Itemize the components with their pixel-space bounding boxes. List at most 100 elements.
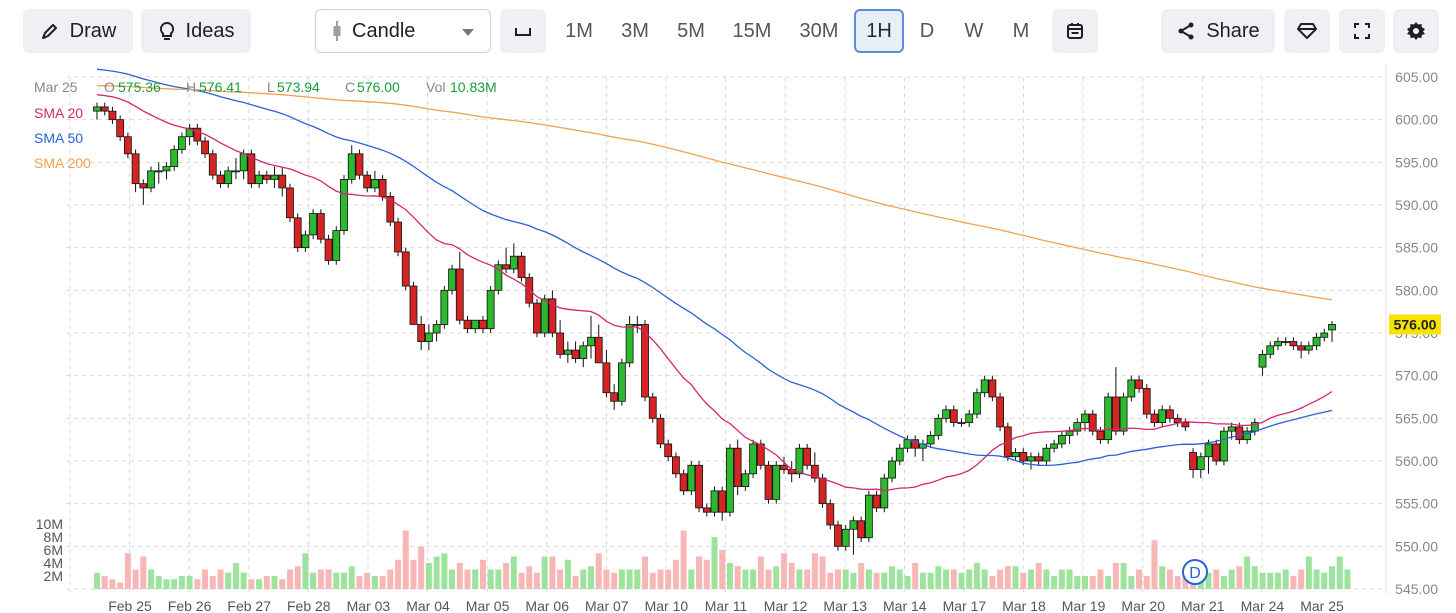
candle-body: [672, 456, 680, 475]
chart-type-dropdown[interactable]: Candle: [315, 9, 491, 53]
date-tick-label: Mar 03: [347, 598, 391, 613]
legend-vol-key: Vol: [426, 79, 445, 95]
lightbulb-icon: [158, 21, 176, 41]
share-button[interactable]: Share: [1161, 9, 1275, 53]
candle: [710, 486, 719, 517]
volume-bar: [765, 569, 772, 589]
volume-bar: [402, 530, 409, 589]
timeframe-1m[interactable]: 1M: [565, 19, 593, 42]
candle-body: [340, 179, 348, 232]
volume-bar: [1082, 576, 1088, 589]
volume-bar: [1035, 563, 1042, 589]
candle: [116, 115, 125, 141]
candle-body: [517, 255, 526, 278]
fullscreen-button[interactable]: [1339, 9, 1385, 53]
candle: [1027, 452, 1035, 470]
volume-bar: [912, 563, 919, 589]
timeframe-w[interactable]: W: [964, 19, 984, 42]
volume-bar: [1120, 563, 1127, 589]
volume-bar: [209, 576, 216, 589]
candle: [988, 375, 997, 402]
candle: [1050, 439, 1059, 453]
volume-bar: [1058, 569, 1065, 589]
candle-body: [108, 110, 117, 121]
volume-bar: [1174, 576, 1181, 589]
candle: [340, 175, 348, 235]
ideas-button[interactable]: Ideas: [141, 9, 251, 53]
candle-body: [193, 127, 202, 142]
candle-body: [826, 503, 835, 526]
timeframe-15m[interactable]: 15M: [732, 19, 772, 42]
candle: [942, 405, 950, 423]
candle-body: [1050, 443, 1059, 449]
volume-bar: [958, 572, 965, 589]
candle-body: [1212, 443, 1221, 462]
candle-body: [949, 409, 958, 423]
candle-body: [432, 324, 441, 334]
candle: [486, 286, 495, 333]
volume-bar: [117, 582, 124, 589]
volume-bar: [642, 556, 649, 589]
chart-canvas[interactable]: 605.00 600.00 595.00 590.00 585.00 580.00 575.…: [0, 64, 1456, 613]
volume-bar: [634, 569, 641, 589]
draw-button[interactable]: Draw: [23, 9, 133, 53]
settings-button[interactable]: [1393, 9, 1439, 53]
date-tick-label: Mar 10: [645, 598, 689, 613]
candle: [880, 473, 889, 513]
volume-bar: [973, 563, 980, 589]
volume-bar: [981, 569, 988, 589]
candle-icon: [332, 20, 342, 42]
volume-bar: [1244, 556, 1251, 589]
candle-body: [780, 464, 788, 470]
volume-bar: [1097, 569, 1104, 589]
price-tick-label: 605.00: [1395, 69, 1438, 85]
candle-body: [239, 153, 248, 172]
timeframe-m[interactable]: M: [1012, 19, 1030, 42]
timeframe-5m[interactable]: 5M: [677, 19, 705, 42]
date-range-button[interactable]: [500, 9, 546, 53]
candle: [278, 166, 287, 197]
volume-bar: [950, 569, 957, 589]
premium-button[interactable]: [1284, 9, 1330, 53]
candle: [355, 149, 364, 180]
candle: [301, 230, 310, 252]
volume-bar: [518, 572, 525, 589]
price-axis: 605.00600.00595.00590.00585.00580.00575.…: [1395, 69, 1438, 597]
volume-bar: [1128, 576, 1135, 589]
volume-bar: [109, 579, 116, 589]
candle-body: [401, 251, 410, 287]
dividend-marker[interactable]: D: [1182, 559, 1208, 585]
volume-bar: [788, 563, 795, 589]
candle: [502, 247, 510, 274]
timeframe-1h[interactable]: 1H: [854, 9, 904, 53]
candle-body: [942, 409, 950, 419]
timeframe-30m[interactable]: 30M: [799, 19, 839, 42]
candle-body: [540, 298, 549, 334]
candle-body: [911, 439, 920, 449]
price-chart[interactable]: 605.00 600.00 595.00 590.00 585.00 580.00 575.…: [0, 64, 1456, 613]
date-tick-label: Feb 27: [227, 598, 271, 613]
volume-bar: [441, 553, 448, 589]
volume-bar: [688, 569, 695, 589]
timeframe-d[interactable]: D: [919, 19, 935, 42]
candle-body: [617, 362, 626, 402]
volume-bar: [1105, 576, 1112, 589]
calendar-button[interactable]: [1052, 9, 1098, 53]
volume-bar: [1282, 569, 1289, 589]
timeframe-3m[interactable]: 3M: [621, 19, 649, 42]
volume-bar: [217, 569, 224, 589]
candle: [479, 315, 487, 333]
volume-bar: [1051, 576, 1058, 589]
candle-body: [1065, 430, 1074, 436]
volume-bar: [194, 579, 201, 589]
candle: [1320, 328, 1329, 342]
volume-bar: [734, 566, 741, 589]
candle: [1274, 337, 1282, 351]
volume-bar: [395, 559, 402, 589]
volume-bar: [1166, 569, 1173, 589]
candle: [1150, 409, 1159, 427]
candle: [857, 516, 866, 543]
share-icon: [1176, 21, 1196, 41]
volume-bar: [696, 556, 703, 589]
volume-bar: [618, 569, 625, 589]
